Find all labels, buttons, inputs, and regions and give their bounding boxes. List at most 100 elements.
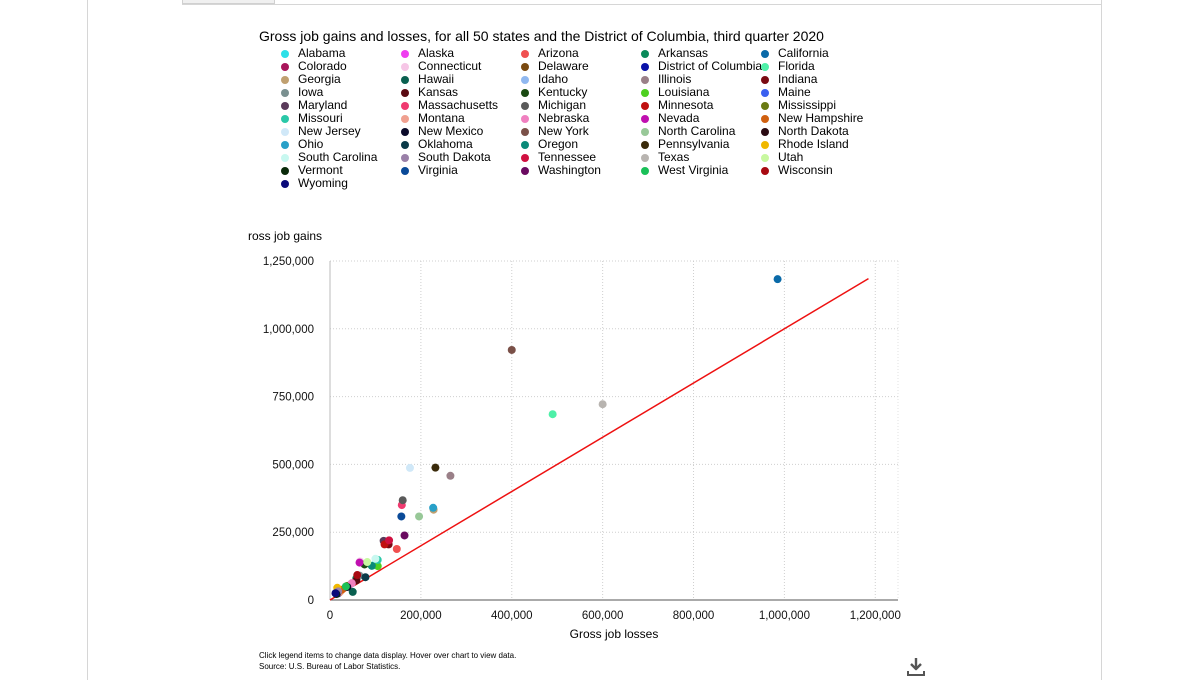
legend-marker <box>761 101 769 110</box>
legend-item-wisconsin[interactable]: Wisconsin <box>761 164 833 177</box>
legend-item-massachusetts[interactable]: Massachusetts <box>401 99 498 112</box>
legend-item-maryland[interactable]: Maryland <box>281 99 347 112</box>
legend-item-florida[interactable]: Florida <box>761 60 815 73</box>
legend-item-washington[interactable]: Washington <box>521 164 601 177</box>
point-texas[interactable]: Texas <box>598 400 607 409</box>
legend-item-georgia[interactable]: Georgia <box>281 73 341 86</box>
legend-item-delaware[interactable]: Delaware <box>521 60 589 73</box>
legend-item-south-carolina[interactable]: South Carolina <box>281 151 377 164</box>
legend-item-maine[interactable]: Maine <box>761 86 811 99</box>
legend-item-new-mexico[interactable]: New Mexico <box>401 125 483 138</box>
legend-item-north-carolina[interactable]: North Carolina <box>641 125 735 138</box>
legend-item-connecticut[interactable]: Connecticut <box>401 60 481 73</box>
legend-marker <box>641 101 649 110</box>
legend-marker <box>281 49 289 58</box>
point-washington[interactable]: Washington <box>400 531 409 540</box>
legend-marker <box>281 127 289 136</box>
legend-marker <box>641 75 649 84</box>
legend-label: Mississippi <box>778 98 837 112</box>
legend-label: Massachusetts <box>418 98 499 112</box>
legend-item-utah[interactable]: Utah <box>761 151 803 164</box>
legend-item-colorado[interactable]: Colorado <box>281 60 347 73</box>
legend-item-michigan[interactable]: Michigan <box>521 99 586 112</box>
legend-label: California <box>778 46 829 60</box>
legend-item-nebraska[interactable]: Nebraska <box>521 112 589 125</box>
point-tennessee[interactable]: Tennessee <box>385 536 394 545</box>
legend-label: Wisconsin <box>778 163 833 177</box>
legend-item-missouri[interactable]: Missouri <box>281 112 343 125</box>
point-hawaii[interactable]: Hawaii <box>348 587 357 596</box>
point-michigan[interactable]: Michigan <box>398 496 407 505</box>
legend-marker <box>641 88 649 97</box>
legend-item-new-jersey[interactable]: New Jersey <box>281 125 361 138</box>
legend-marker <box>521 75 529 84</box>
point-utah[interactable]: Utah <box>363 558 372 567</box>
legend-item-rhode-island[interactable]: Rhode Island <box>761 138 849 151</box>
legend-label: Minnesota <box>658 98 714 112</box>
point-ohio[interactable]: Ohio <box>429 503 438 512</box>
point-pennsylvania[interactable]: Pennsylvania <box>431 463 440 472</box>
point-nevada[interactable]: Nevada <box>355 558 364 567</box>
legend-marker <box>521 88 529 97</box>
point-oklahoma[interactable]: Oklahoma <box>361 573 370 582</box>
legend-item-california[interactable]: California <box>761 47 829 60</box>
legend-item-pennsylvania[interactable]: Pennsylvania <box>641 138 729 151</box>
legend-marker <box>761 49 769 58</box>
legend-item-idaho[interactable]: Idaho <box>521 73 568 86</box>
legend-item-nevada[interactable]: Nevada <box>641 112 699 125</box>
point-new-jersey[interactable]: New Jersey <box>405 463 414 472</box>
legend-item-kansas[interactable]: Kansas <box>401 86 458 99</box>
point-wisconsin[interactable]: Wisconsin <box>353 571 362 580</box>
legend-item-kentucky[interactable]: Kentucky <box>521 86 587 99</box>
legend-item-south-dakota[interactable]: South Dakota <box>401 151 491 164</box>
point-west-virginia[interactable]: West Virginia <box>341 582 350 591</box>
legend-item-oregon[interactable]: Oregon <box>521 138 578 151</box>
point-north-carolina[interactable]: North Carolina <box>415 512 424 521</box>
legend-marker <box>641 127 649 136</box>
legend-item-iowa[interactable]: Iowa <box>281 86 323 99</box>
point-south-carolina[interactable]: South Carolina <box>371 554 380 563</box>
legend-item-virginia[interactable]: Virginia <box>401 164 458 177</box>
legend-item-mississippi[interactable]: Mississippi <box>761 99 836 112</box>
legend-item-wyoming[interactable]: Wyoming <box>281 177 348 190</box>
legend-item-new-york[interactable]: New York <box>521 125 589 138</box>
legend-item-west-virginia[interactable]: West Virginia <box>641 164 728 177</box>
legend-item-ohio[interactable]: Ohio <box>281 138 323 151</box>
point-louisiana[interactable]: Louisiana <box>373 562 382 571</box>
legend-item-illinois[interactable]: Illinois <box>641 73 691 86</box>
point-california[interactable]: California <box>773 275 782 284</box>
point-new-york[interactable]: New York <box>507 345 516 354</box>
panel-right-border <box>1101 0 1102 680</box>
point-virginia[interactable]: Virginia <box>397 512 406 521</box>
legend-item-hawaii[interactable]: Hawaii <box>401 73 454 86</box>
point-arizona[interactable]: Arizona <box>392 545 401 554</box>
legend-item-minnesota[interactable]: Minnesota <box>641 99 713 112</box>
legend-item-oklahoma[interactable]: Oklahoma <box>401 138 473 151</box>
point-wyoming[interactable]: Wyoming <box>331 589 340 598</box>
legend-item-louisiana[interactable]: Louisiana <box>641 86 709 99</box>
legend-item-alaska[interactable]: Alaska <box>401 47 454 60</box>
point-florida[interactable]: Florida <box>548 410 557 419</box>
legend-item-arkansas[interactable]: Arkansas <box>641 47 708 60</box>
legend-item-arizona[interactable]: Arizona <box>521 47 579 60</box>
legend-item-texas[interactable]: Texas <box>641 151 689 164</box>
legend-marker <box>281 88 289 97</box>
legend-item-new-hampshire[interactable]: New Hampshire <box>761 112 863 125</box>
legend-item-north-dakota[interactable]: North Dakota <box>761 125 849 138</box>
legend-item-alabama[interactable]: Alabama <box>281 47 345 60</box>
legend-item-indiana[interactable]: Indiana <box>761 73 817 86</box>
legend-item-vermont[interactable]: Vermont <box>281 164 343 177</box>
tab-stub[interactable] <box>182 0 275 4</box>
legend-item-tennessee[interactable]: Tennessee <box>521 151 596 164</box>
legend-item-district-of-columbia[interactable]: District of Columbia <box>641 60 762 73</box>
download-icon[interactable] <box>905 655 927 677</box>
legend-label: Alabama <box>298 46 346 60</box>
legend-label: Ohio <box>298 137 324 151</box>
legend-marker <box>641 62 649 71</box>
point-illinois[interactable]: Illinois <box>446 471 455 480</box>
legend-label: District of Columbia <box>658 59 763 73</box>
legend-label: West Virginia <box>658 163 729 177</box>
legend-marker <box>761 88 769 97</box>
legend-item-montana[interactable]: Montana <box>401 112 465 125</box>
